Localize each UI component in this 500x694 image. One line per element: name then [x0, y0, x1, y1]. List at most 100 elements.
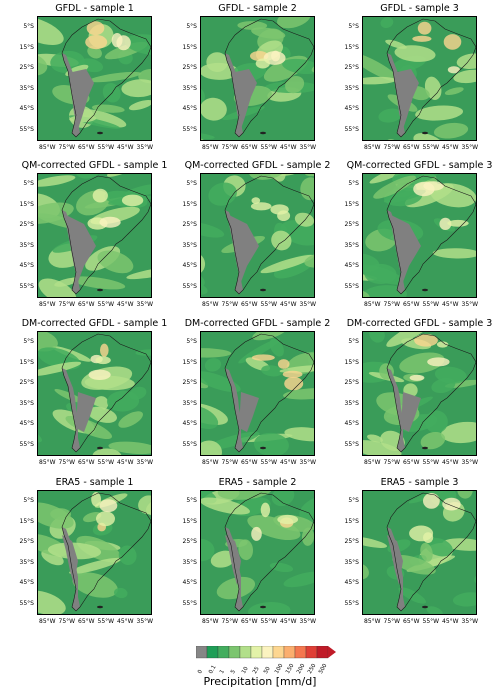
precip-blob: [118, 411, 143, 428]
precip-blob: [277, 17, 311, 29]
precip-blob: [285, 75, 305, 94]
precip-blob: [378, 108, 403, 123]
precip-blob: [217, 491, 273, 500]
precip-blob: [380, 17, 394, 29]
lat-tick-label: 45°S: [344, 420, 359, 427]
andes-dry-strip: [62, 53, 80, 137]
lat-tick-label: 15°S: [182, 200, 197, 208]
heavy-precip-blob: [282, 370, 303, 378]
lon-tick-label: 35°W: [461, 459, 479, 466]
lat-tick-label: 25°S: [19, 379, 34, 386]
precip-blob: [425, 410, 448, 434]
map-canvas: [38, 17, 151, 140]
lat-tick-label: 5°S: [23, 23, 34, 30]
lon-tick-label: 45°W: [117, 618, 134, 625]
lon-tick-label: 85°W: [364, 301, 381, 308]
colorbar-segment: [195, 645, 208, 659]
falkland-islands: [422, 605, 428, 609]
lon-tick-label: 55°W: [260, 618, 278, 625]
lat-tick-label: 15°S: [19, 200, 34, 208]
andes-dry-strip: [225, 368, 243, 452]
andes-dry-strip: [62, 368, 80, 452]
precip-blob: [426, 606, 443, 614]
lon-tick-label: 85°W: [39, 144, 56, 151]
lat-tick-label: 55°S: [19, 599, 34, 607]
lat-tick-label: 5°S: [186, 23, 197, 30]
falkland-islands: [260, 605, 266, 609]
precip-blob: [108, 441, 151, 455]
lon-tick-label: 45°W: [442, 144, 459, 151]
heavy-precip-blob: [251, 526, 262, 541]
lat-tick-label: 45°S: [182, 420, 197, 427]
coastline: [224, 492, 314, 612]
lon-tick-label: 45°W: [117, 301, 134, 308]
lon-tick-label: 65°W: [403, 144, 420, 151]
lon-tick-label: 85°W: [202, 459, 219, 466]
lon-tick-label: 65°W: [241, 459, 258, 466]
precip-blob: [456, 53, 476, 69]
precip-blob: [441, 421, 476, 444]
andes-dry-strip: [387, 527, 405, 611]
lat-tick-label: 5°S: [186, 338, 197, 345]
lat-tick-label: 55°S: [182, 440, 197, 448]
andes-dry-strip: [387, 53, 405, 137]
falkland-islands: [422, 288, 428, 292]
precip-blob: [261, 365, 283, 377]
lat-tick-label: 15°S: [19, 517, 34, 525]
precip-blob: [201, 371, 241, 393]
lat-tick-label: 55°S: [182, 599, 197, 607]
lat-tick-label: 55°S: [19, 282, 34, 290]
lat-tick-label: 45°S: [182, 262, 197, 269]
heavy-precip-blob: [443, 34, 462, 50]
lat-tick-label: 55°S: [182, 282, 197, 290]
heavy-precip-blob: [99, 216, 121, 228]
precip-blob: [398, 587, 426, 604]
lon-tick-label: 55°W: [422, 618, 440, 625]
lat-tick-label: 45°S: [19, 420, 34, 427]
heavy-precip-blob: [251, 354, 275, 361]
colorbar-segment: [250, 645, 263, 659]
lon-tick-label: 55°W: [97, 301, 115, 308]
lon-tick-label: 45°W: [442, 618, 459, 625]
precip-blob: [38, 17, 64, 45]
heavy-precip-blob: [270, 204, 289, 215]
lon-tick-label: 35°W: [136, 618, 154, 625]
lon-tick-label: 55°W: [260, 144, 278, 151]
precip-blob: [201, 97, 227, 121]
lon-tick-label: 85°W: [39, 459, 56, 466]
precip-blob: [271, 491, 295, 507]
heavy-precip-blob: [414, 334, 438, 347]
precipitation-map: [200, 16, 315, 141]
lon-tick-label: 35°W: [136, 301, 154, 308]
andes-dry-strip: [225, 53, 243, 137]
panel-title: QM-corrected GFDL - sample 2: [184, 160, 331, 171]
lon-tick-label: 45°W: [280, 459, 297, 466]
lat-tick-label: 35°S: [182, 399, 197, 407]
heavy-precip-blob: [251, 197, 261, 204]
precip-blob: [433, 122, 469, 139]
lat-tick-label: 25°S: [344, 538, 359, 545]
heavy-precip-blob: [409, 525, 434, 542]
lat-tick-label: 45°S: [182, 105, 197, 112]
heavy-precip-blob: [96, 511, 115, 527]
heavy-precip-blob: [121, 194, 144, 207]
lat-tick-label: 5°S: [348, 180, 359, 187]
falkland-islands: [97, 605, 103, 609]
precip-blob: [113, 587, 128, 599]
heavy-precip-blob: [86, 21, 105, 36]
colorbar-bar: [195, 645, 336, 659]
lat-tick-label: 5°S: [23, 338, 34, 345]
precip-blob: [301, 527, 314, 546]
lat-tick-label: 35°S: [344, 399, 359, 407]
precip-blob: [204, 358, 222, 372]
andes-dry-strip: [62, 527, 80, 611]
precip-blob: [453, 69, 476, 84]
lat-tick-label: 15°S: [182, 358, 197, 366]
map-canvas: [38, 332, 151, 455]
heavy-precip-blob: [100, 343, 109, 357]
precipitation-map: [37, 331, 152, 456]
precip-blob: [363, 440, 402, 455]
heavy-precip-blob: [423, 181, 444, 191]
lat-tick-label: 15°S: [19, 43, 34, 51]
lon-tick-label: 85°W: [202, 144, 219, 151]
